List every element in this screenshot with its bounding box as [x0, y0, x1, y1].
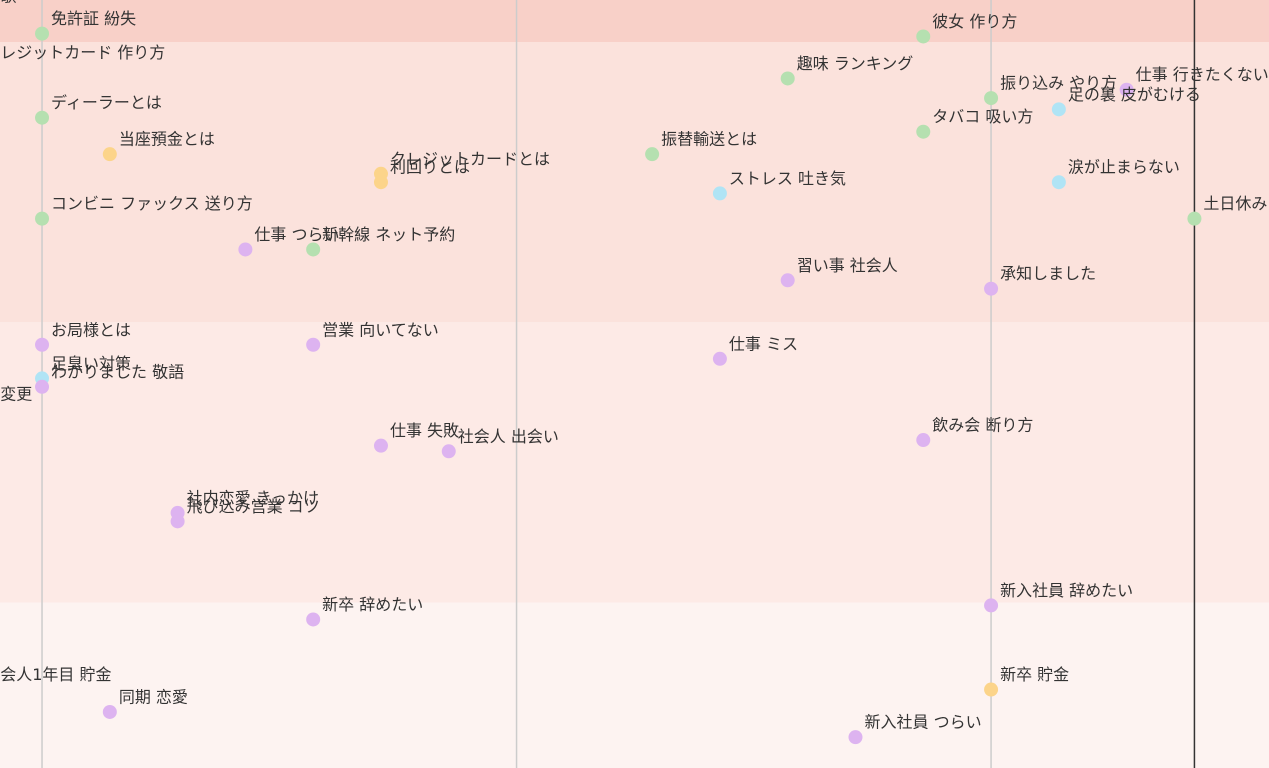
- point: [102, 147, 117, 162]
- point-label: 社会人 出会い: [458, 427, 559, 446]
- point-label: 習い事 社会人: [797, 256, 898, 275]
- point: [848, 730, 863, 745]
- point: [916, 124, 931, 139]
- point-label: ディーラーとは: [51, 93, 162, 112]
- point: [35, 379, 50, 394]
- point-label: 変更: [0, 385, 32, 404]
- point-label: 飛び込み営業 コツ: [187, 497, 320, 516]
- point-label: 免許証 紛失: [51, 9, 136, 28]
- point-label: ストレス 吐き気: [729, 169, 846, 188]
- point-label: お局様とは: [51, 320, 131, 339]
- point-label: 会人1年目 貯金: [0, 665, 111, 684]
- point-label: クレジットカードとは: [390, 149, 550, 168]
- point-label: 新入社員 辞めたい: [1000, 581, 1133, 600]
- point: [35, 211, 50, 226]
- point-label: 新卒 貯金: [1000, 665, 1069, 684]
- point: [984, 91, 999, 106]
- point-label: 利回りとは: [390, 158, 470, 177]
- point-label: 当座預金とは: [119, 130, 215, 149]
- point: [306, 337, 321, 352]
- point-label: 営業 向いてない: [322, 320, 439, 339]
- point: [1051, 175, 1066, 190]
- point-label: 彼女 作り方: [932, 12, 1017, 31]
- point-label: 同期 恋愛: [119, 687, 188, 706]
- point: [984, 281, 999, 296]
- band: [0, 602, 1269, 768]
- point-label: 歌: [0, 0, 16, 6]
- point: [35, 26, 50, 41]
- point: [35, 110, 50, 125]
- band: [0, 322, 1269, 603]
- point-label: 土日休み: [1203, 194, 1267, 213]
- point-label: 新入社員 つらい: [864, 713, 981, 732]
- point: [373, 438, 388, 453]
- point: [35, 337, 50, 352]
- points: [35, 26, 1202, 745]
- point-label: 新幹線 ネット予約: [322, 225, 455, 244]
- point: [441, 444, 456, 459]
- point-label: 仕事 失敗: [390, 421, 459, 440]
- point-label: 飲み会 断り方: [932, 416, 1033, 435]
- point: [1119, 82, 1134, 97]
- point: [645, 147, 660, 162]
- point-label: 趣味 ランキング: [797, 54, 914, 73]
- point-label: 振り込み やり方: [1000, 74, 1117, 93]
- point: [712, 351, 727, 366]
- point: [780, 273, 795, 288]
- point-label: 涙が止まらない: [1068, 158, 1180, 177]
- point-label: 足の裏 皮がむける: [1068, 85, 1201, 104]
- point-label: 振替輸送とは: [661, 130, 757, 149]
- band: [0, 0, 1269, 43]
- point: [984, 598, 999, 613]
- point-label: 新卒 辞めたい: [322, 595, 423, 614]
- point: [373, 175, 388, 190]
- point-label: 社内恋愛 きっかけ: [187, 488, 319, 507]
- point: [916, 29, 931, 44]
- point: [306, 612, 321, 627]
- point-label: コンビニ ファックス 送り方: [51, 194, 253, 213]
- point: [1187, 211, 1202, 226]
- point: [238, 242, 253, 257]
- point-label: 仕事 行きたくない: [1136, 65, 1269, 84]
- point: [712, 186, 727, 201]
- point-label: 承知しました: [1000, 264, 1096, 283]
- point: [780, 71, 795, 86]
- point-label: タバコ 吸い方: [932, 107, 1033, 126]
- point-label: 足臭い対策: [51, 354, 131, 373]
- point: [916, 433, 931, 448]
- point: [170, 514, 185, 529]
- point-label: わかりました 敬語: [51, 362, 184, 381]
- point: [306, 242, 321, 257]
- point: [102, 704, 117, 719]
- point: [1051, 102, 1066, 117]
- point-label: 仕事 つらい: [254, 225, 339, 244]
- point: [984, 682, 999, 697]
- point-label: レジットカード 作り方: [0, 43, 165, 62]
- point-label: 仕事 ミス: [729, 334, 798, 353]
